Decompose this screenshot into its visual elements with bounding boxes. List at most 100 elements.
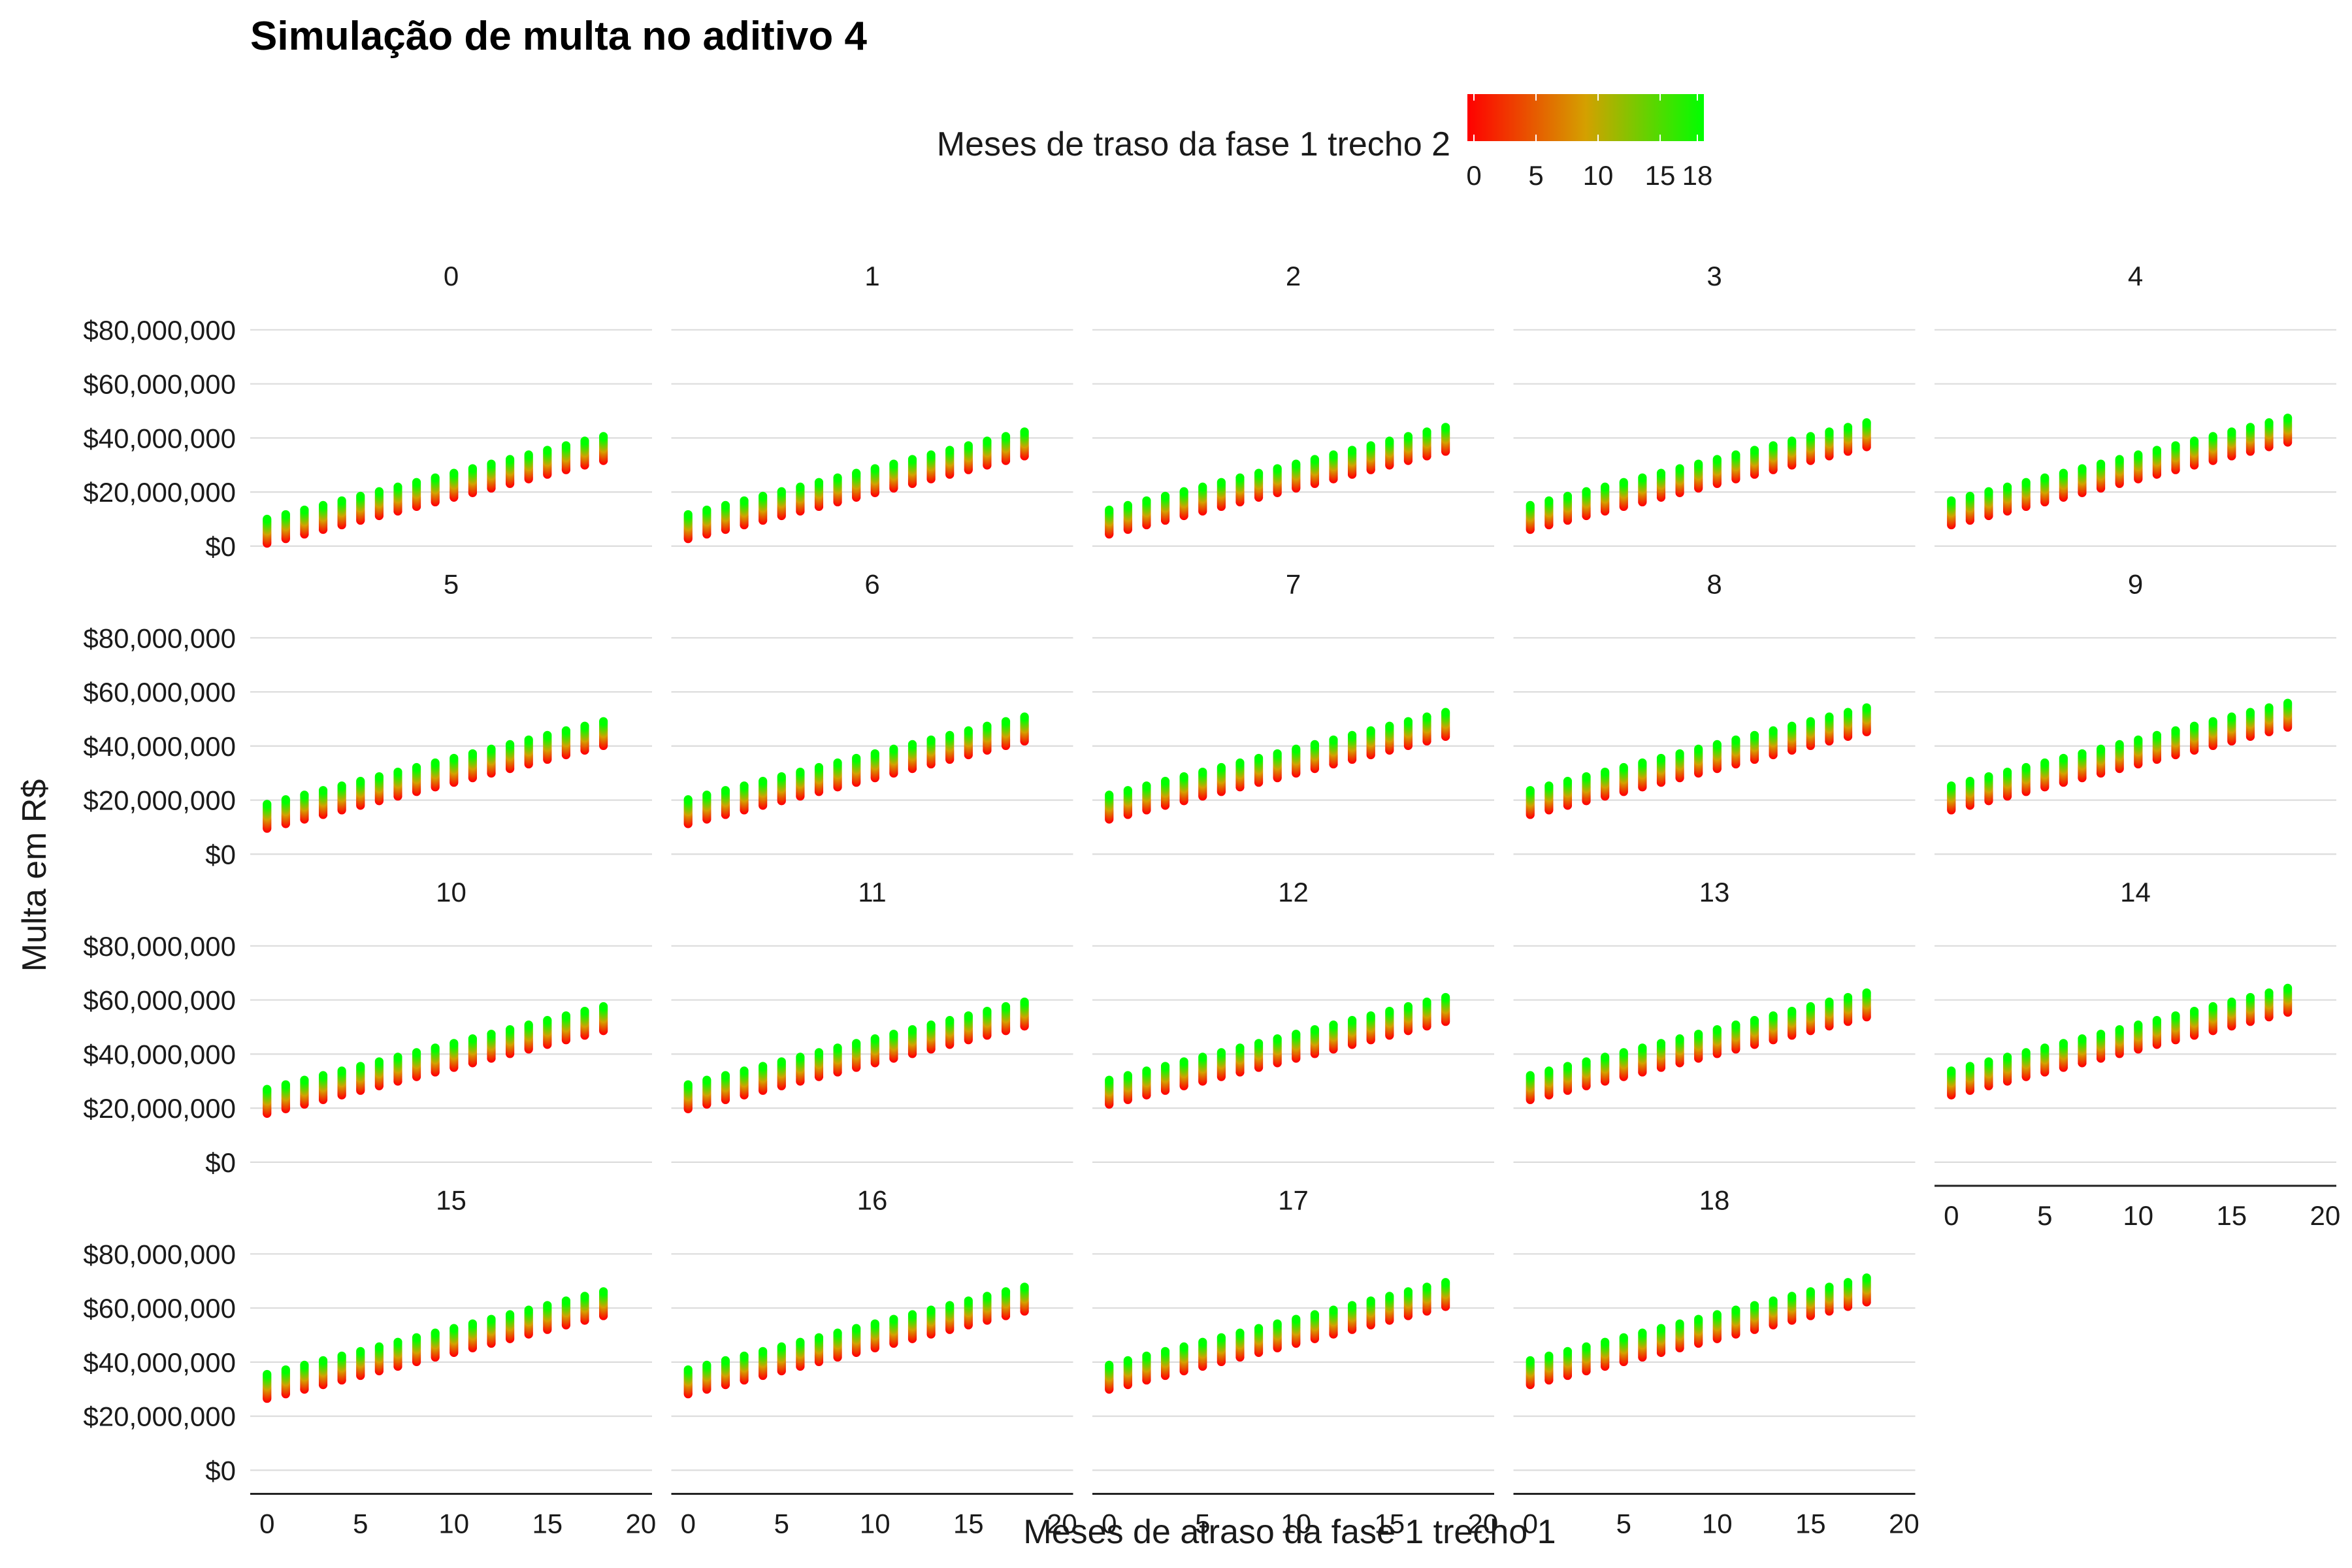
data-point (1142, 781, 1151, 791)
data-point (721, 786, 730, 795)
data-point (1825, 712, 1834, 721)
data-point (1292, 744, 1301, 753)
data-point (2134, 450, 2143, 459)
data-point (945, 730, 955, 740)
facet-panels: 0$0$20,000,000$40,000,000$60,000,000$80,… (83, 261, 2340, 1539)
data-point (1403, 717, 1413, 726)
data-point (1731, 735, 1740, 744)
data-point (759, 491, 768, 500)
data-point (1582, 487, 1591, 496)
data-point (2283, 414, 2293, 423)
data-point (2059, 468, 2068, 478)
data-point (2227, 712, 2236, 721)
data-point (796, 767, 805, 777)
data-point (1563, 491, 1573, 500)
data-point (1348, 446, 1357, 455)
y-tick-label: $60,000,000 (83, 985, 236, 1016)
facet-panel-10: 10$0$20,000,000$40,000,000$60,000,000$80… (83, 877, 652, 1178)
data-point (907, 740, 917, 749)
data-point (431, 758, 440, 768)
data-point (1638, 758, 1647, 768)
data-point (337, 496, 346, 505)
data-point (1619, 1048, 1628, 1057)
legend-ticks: 0 5 10 15 18 (1466, 94, 1712, 191)
data-point (1329, 1021, 1338, 1030)
data-point (983, 1006, 992, 1016)
data-point (1105, 505, 1114, 515)
data-point (1862, 703, 1871, 712)
data-point (543, 1016, 552, 1025)
y-tick-label: $0 (205, 1147, 236, 1178)
data-point (2208, 432, 2217, 441)
y-tick-label: $60,000,000 (83, 677, 236, 708)
y-tick-label: $40,000,000 (83, 731, 236, 762)
data-point (356, 491, 365, 500)
legend-tick-label: 15 (1645, 160, 1676, 191)
data-point (796, 482, 805, 491)
data-point (318, 786, 328, 795)
data-point (870, 464, 879, 473)
data-point (1217, 762, 1226, 772)
data-point (1965, 491, 1974, 500)
data-point (356, 777, 365, 786)
data-point (926, 450, 936, 459)
data-point (1965, 777, 1974, 786)
data-point (777, 487, 786, 496)
data-point (1142, 496, 1151, 505)
data-point (2096, 744, 2106, 753)
data-point (1292, 1030, 1301, 1039)
data-point (1656, 753, 1666, 763)
data-point (2264, 418, 2274, 427)
data-point (1544, 781, 1554, 791)
facet-strip-label: 4 (2128, 261, 2143, 291)
data-point (356, 1062, 365, 1071)
data-point (759, 777, 768, 786)
data-point (561, 726, 571, 735)
data-point (1198, 482, 1207, 491)
data-point (487, 459, 496, 468)
data-point (1385, 436, 1394, 446)
data-point (889, 744, 898, 753)
data-point (814, 762, 824, 772)
facet-panel-7: 7 (1092, 569, 1494, 855)
data-point (1020, 427, 1029, 436)
data-point (300, 791, 309, 800)
facet-panel-4: 4 (1935, 261, 2336, 547)
data-point (889, 459, 898, 468)
data-point (580, 721, 589, 730)
legend-tick-label: 5 (1528, 160, 1543, 191)
data-point (1441, 423, 1450, 432)
data-point (1422, 997, 1431, 1007)
data-point (449, 468, 459, 478)
facet-strip-label: 6 (864, 569, 879, 600)
legend: Meses de traso da fase 1 trecho 2 0 5 10 15… (937, 94, 1712, 191)
data-point (561, 1011, 571, 1021)
data-point (1806, 717, 1815, 726)
data-point (1160, 491, 1170, 500)
y-tick-label: $40,000,000 (83, 423, 236, 453)
data-point (543, 730, 552, 740)
facet-strip-label: 10 (436, 877, 466, 907)
data-point (2021, 478, 2031, 487)
data-point (926, 1021, 936, 1030)
data-point (1769, 726, 1778, 735)
data-point (281, 795, 290, 804)
data-point (1526, 1071, 1535, 1080)
y-tick-label: $20,000,000 (83, 785, 236, 816)
data-point (1123, 1071, 1132, 1080)
data-point (1712, 740, 1722, 749)
data-point (1526, 786, 1535, 795)
data-point (1947, 781, 1956, 791)
data-point (1544, 496, 1554, 505)
data-point (1563, 1062, 1573, 1071)
data-point (1179, 1057, 1188, 1066)
data-point (964, 1011, 973, 1021)
data-point (337, 1066, 346, 1075)
data-point (1001, 1002, 1011, 1011)
data-point (300, 1075, 309, 1085)
data-point (1310, 455, 1319, 464)
data-point (926, 735, 936, 744)
data-point (1123, 500, 1132, 510)
data-point (683, 510, 693, 519)
data-point (721, 500, 730, 510)
